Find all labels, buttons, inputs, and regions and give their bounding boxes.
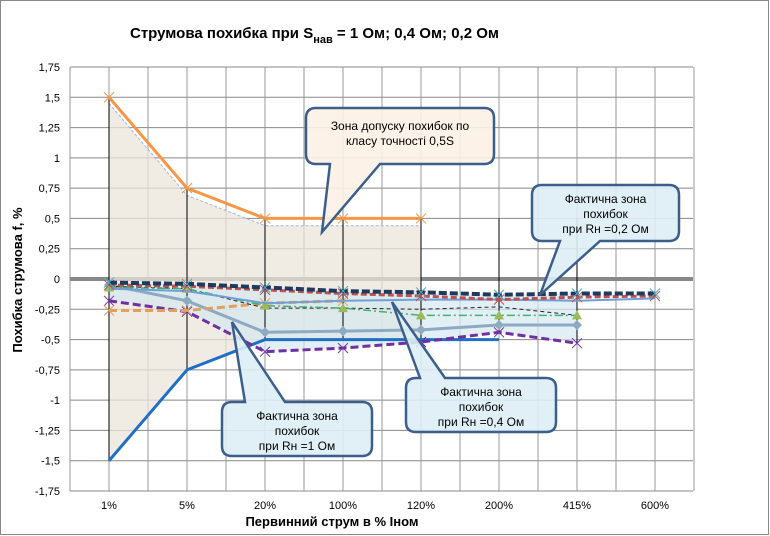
point-navy-dash [103, 277, 115, 288]
point-rn1-grey [182, 295, 192, 306]
point-green-dashdot [494, 310, 504, 320]
point-navy-dash [337, 285, 349, 297]
x-tick-label: 5% [179, 500, 195, 512]
x-tick-label: 600% [641, 500, 669, 512]
callout-text: похибок [459, 400, 504, 414]
point-green-dashdot [416, 310, 426, 320]
y-tick-label: -1,25 [35, 425, 60, 437]
callout-text: при Rн =1 Ом [259, 439, 335, 453]
y-tick-label: -1 [50, 395, 60, 407]
callout-box [220, 321, 374, 458]
point-navy-dash [415, 286, 427, 298]
x-tick-label: 100% [329, 500, 357, 512]
series-layer [103, 91, 661, 462]
point-navy-dash [493, 289, 505, 301]
point-rn1-purple [259, 346, 271, 358]
y-tick-label: 0,25 [39, 244, 60, 256]
y-tick-label: 1,25 [39, 123, 60, 135]
point-navy-dash [649, 288, 661, 299]
y-tick-label: 1,75 [39, 62, 60, 74]
x-tick-label: 20% [254, 500, 276, 512]
callout-text: Фактична зона [256, 409, 338, 423]
callout-box [390, 301, 558, 434]
y-tick-label: -0,5 [41, 335, 60, 347]
x-tick-label: 200% [485, 500, 513, 512]
point-rn1-purple [493, 326, 505, 338]
point-rn1-grey [494, 320, 504, 331]
y-axis-label: Похибка струмова f, % [10, 207, 25, 353]
point-upper-limit [415, 213, 427, 224]
point-green-dashdot [572, 310, 582, 320]
y-tick-label: 1,5 [45, 92, 60, 104]
point-rn1-grey [416, 324, 426, 335]
y-tick-label: -0,25 [35, 304, 60, 316]
series-red-dash [108, 283, 656, 302]
point-orange-dash [181, 305, 193, 316]
callout-box [530, 183, 681, 296]
point-rn1-grey [338, 326, 348, 337]
point-navy-dash [571, 288, 583, 299]
point-upper-limit [259, 213, 271, 224]
point-green-dashdot [260, 300, 270, 310]
callout-text: при Rн =0,2 Ом [562, 222, 648, 236]
y-tick-label: 0 [54, 274, 60, 286]
callout-text: класу точності 0,5S [346, 134, 454, 148]
callout-text: похибок [583, 207, 628, 221]
point-orange-dash [103, 305, 115, 316]
chart-title: Струмова похибка при Sнав = 1 Ом; 0,4 Ом… [130, 25, 499, 46]
x-tick-label: 1% [101, 500, 117, 512]
y-tick-label: 0,5 [45, 213, 60, 225]
point-rn1-purple [103, 295, 115, 307]
tick-labels: 1,75 1,5 1,25 1 0,75 0,5 0,25 0 -0,25 -0,5 -0,75 -1… [35, 62, 669, 512]
point-rn1-grey [572, 320, 582, 331]
x-axis-label: Первинний струм в % Іном [245, 514, 418, 529]
callout-box [304, 106, 496, 236]
series-light-blue [108, 287, 656, 305]
point-rn1-purple [571, 337, 583, 349]
callout-text: похибок [275, 424, 320, 438]
y-tick-label: -1,75 [35, 486, 60, 498]
point-rn1-purple [337, 342, 349, 354]
y-tick-label: -1,5 [41, 456, 60, 468]
point-rn1-grey [260, 327, 270, 338]
y-tick-label: -0,75 [35, 365, 60, 377]
point-navy-dash [259, 282, 271, 293]
point-navy-dash [181, 278, 193, 290]
point-upper-limit [337, 213, 349, 224]
series-navy-dash [108, 280, 655, 297]
x-tick-label: 415% [563, 500, 591, 512]
y-tick-label: 0,75 [39, 183, 60, 195]
callout-text: Зона допуску похибок по [331, 119, 470, 133]
point-green-dashdot [338, 303, 348, 313]
y-tick-label: 1 [54, 153, 60, 165]
callout-text: Фактична зона [565, 192, 647, 206]
point-upper-limit [181, 182, 193, 194]
x-tick-label: 120% [407, 500, 435, 512]
series-lower-limit [107, 338, 499, 462]
callout-text: при Rн =0,4 Ом [438, 415, 524, 429]
point-upper-limit [103, 91, 115, 103]
callout-text: Фактична зона [440, 385, 522, 399]
